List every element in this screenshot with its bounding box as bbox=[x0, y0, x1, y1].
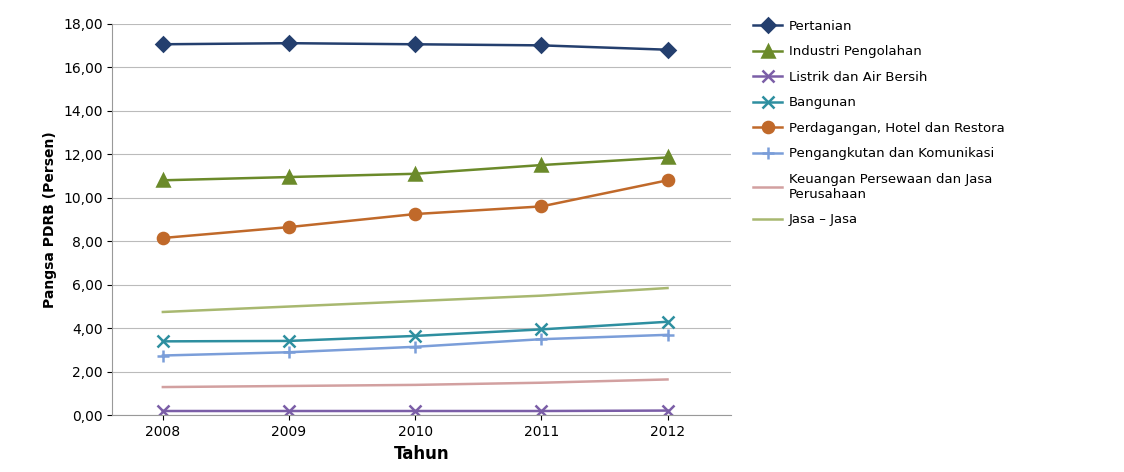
Jasa – Jasa bbox=[661, 285, 674, 291]
Pengangkutan dan Komunikasi bbox=[535, 337, 549, 342]
Pertanian bbox=[661, 47, 674, 52]
Industri Pengolahan bbox=[661, 155, 674, 160]
Keuangan Persewaan dan Jasa
Perusahaan bbox=[156, 384, 170, 390]
Pengangkutan dan Komunikasi bbox=[408, 344, 422, 350]
Y-axis label: Pangsa PDRB (Persen): Pangsa PDRB (Persen) bbox=[44, 131, 57, 308]
Bangunan bbox=[535, 327, 549, 332]
Bangunan bbox=[408, 333, 422, 339]
Line: Industri Pengolahan: Industri Pengolahan bbox=[157, 152, 673, 186]
Legend: Pertanian, Industri Pengolahan, Listrik dan Air Bersih, Bangunan, Perdagangan, H: Pertanian, Industri Pengolahan, Listrik … bbox=[749, 16, 1008, 230]
Line: Perdagangan, Hotel dan Restora: Perdagangan, Hotel dan Restora bbox=[157, 175, 673, 244]
Jasa – Jasa bbox=[156, 309, 170, 315]
Listrik dan Air Bersih bbox=[408, 408, 422, 414]
Jasa – Jasa bbox=[282, 303, 296, 309]
Listrik dan Air Bersih bbox=[535, 408, 549, 414]
Industri Pengolahan bbox=[156, 177, 170, 183]
Pertanian bbox=[282, 41, 296, 46]
Line: Pertanian: Pertanian bbox=[158, 38, 672, 55]
Line: Pengangkutan dan Komunikasi: Pengangkutan dan Komunikasi bbox=[156, 329, 673, 362]
Bangunan bbox=[156, 338, 170, 344]
Jasa – Jasa bbox=[535, 293, 549, 298]
Perdagangan, Hotel dan Restora bbox=[661, 177, 674, 183]
Pertanian bbox=[535, 42, 549, 48]
X-axis label: Tahun: Tahun bbox=[393, 445, 450, 463]
Pertanian bbox=[408, 42, 422, 47]
Line: Jasa – Jasa: Jasa – Jasa bbox=[163, 288, 668, 312]
Line: Bangunan: Bangunan bbox=[156, 315, 673, 347]
Keuangan Persewaan dan Jasa
Perusahaan bbox=[535, 380, 549, 386]
Jasa – Jasa bbox=[408, 298, 422, 304]
Pengangkutan dan Komunikasi bbox=[282, 349, 296, 355]
Listrik dan Air Bersih bbox=[282, 408, 296, 414]
Line: Listrik dan Air Bersih: Listrik dan Air Bersih bbox=[156, 405, 673, 417]
Keuangan Persewaan dan Jasa
Perusahaan bbox=[408, 382, 422, 388]
Line: Keuangan Persewaan dan Jasa
Perusahaan: Keuangan Persewaan dan Jasa Perusahaan bbox=[163, 379, 668, 387]
Pertanian bbox=[156, 42, 170, 47]
Perdagangan, Hotel dan Restora bbox=[156, 235, 170, 241]
Perdagangan, Hotel dan Restora bbox=[282, 224, 296, 230]
Keuangan Persewaan dan Jasa
Perusahaan bbox=[661, 377, 674, 382]
Bangunan bbox=[282, 338, 296, 344]
Listrik dan Air Bersih bbox=[661, 408, 674, 413]
Bangunan bbox=[661, 319, 674, 325]
Perdagangan, Hotel dan Restora bbox=[408, 211, 422, 217]
Listrik dan Air Bersih bbox=[156, 408, 170, 414]
Industri Pengolahan bbox=[535, 162, 549, 168]
Keuangan Persewaan dan Jasa
Perusahaan bbox=[282, 383, 296, 389]
Industri Pengolahan bbox=[408, 171, 422, 177]
Pengangkutan dan Komunikasi bbox=[156, 353, 170, 358]
Pengangkutan dan Komunikasi bbox=[661, 332, 674, 337]
Perdagangan, Hotel dan Restora bbox=[535, 203, 549, 209]
Industri Pengolahan bbox=[282, 174, 296, 180]
